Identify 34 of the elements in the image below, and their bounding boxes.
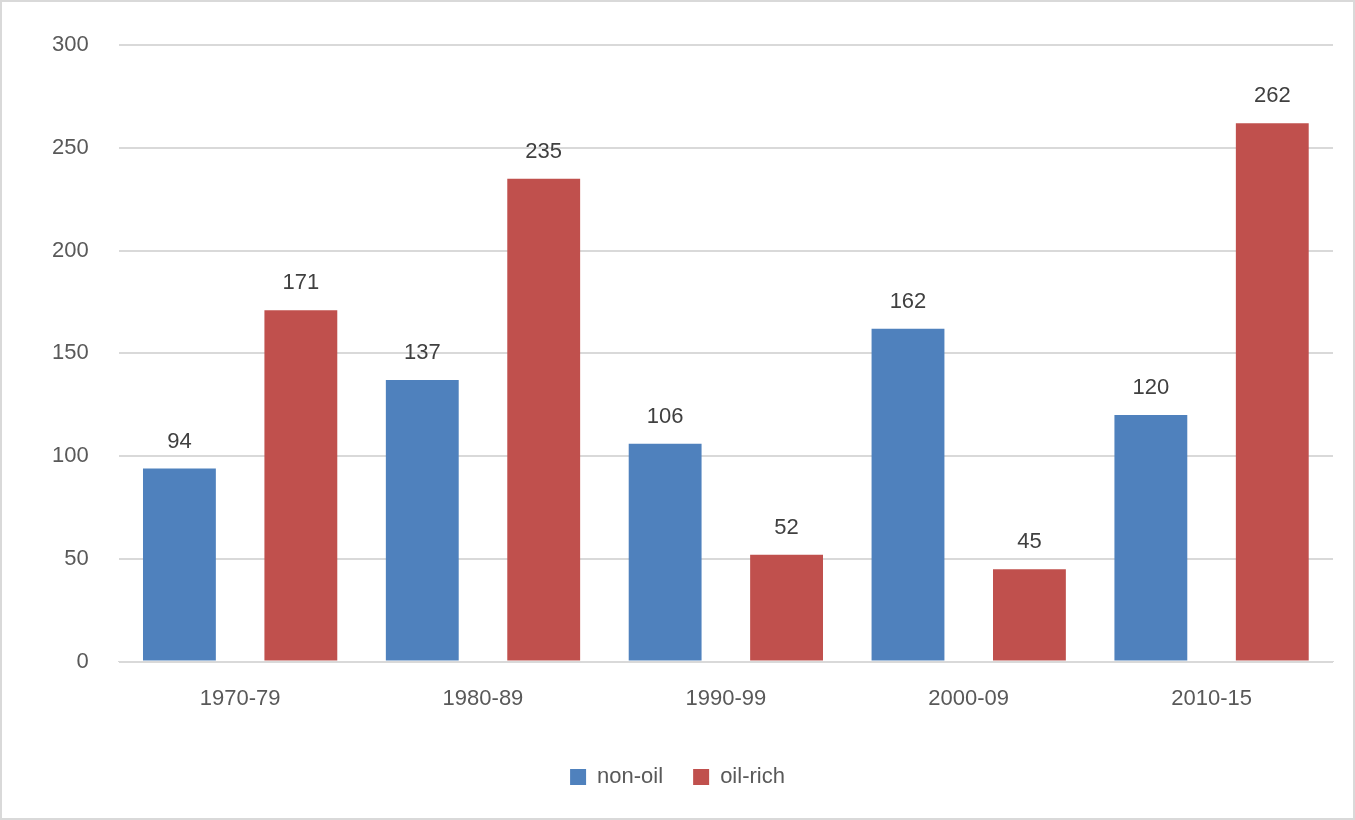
- data-label: 171: [282, 269, 320, 295]
- data-label: 52: [774, 513, 799, 539]
- data-label: 94: [167, 427, 192, 453]
- data-label: 45: [1017, 528, 1042, 554]
- x-tick-label: 1970-79: [199, 684, 281, 710]
- data-label: 137: [403, 339, 441, 365]
- y-tick-label: 0: [76, 647, 89, 673]
- y-tick-label: 200: [51, 236, 89, 262]
- bar: [750, 554, 823, 661]
- bar: [993, 569, 1066, 661]
- data-label: 235: [525, 137, 563, 163]
- data-label: 106: [646, 402, 684, 428]
- bar: [1235, 123, 1309, 661]
- bar: [142, 468, 216, 661]
- bar: [871, 328, 945, 661]
- x-tick-label: 2010-15: [1171, 684, 1252, 710]
- y-tick-label: 100: [51, 442, 89, 468]
- y-tick-label: 150: [51, 339, 89, 365]
- x-tick-label: 1990-99: [685, 684, 767, 710]
- x-tick-label: 2000-09: [928, 684, 1010, 710]
- data-label: 162: [889, 287, 927, 313]
- bar: [385, 380, 459, 661]
- x-tick-label: 1980-89: [442, 684, 524, 710]
- bar: [628, 443, 702, 661]
- y-tick-label: 300: [51, 31, 89, 57]
- data-label: 120: [1132, 374, 1170, 400]
- legend-label: non-oil: [597, 763, 664, 789]
- y-tick-label: 250: [51, 134, 89, 159]
- bar: [1114, 415, 1188, 661]
- legend-label: oil-rich: [720, 763, 785, 789]
- y-tick-label: 50: [64, 544, 89, 570]
- bar: [507, 178, 581, 661]
- bar: [264, 310, 338, 661]
- data-label: 262: [1253, 82, 1291, 108]
